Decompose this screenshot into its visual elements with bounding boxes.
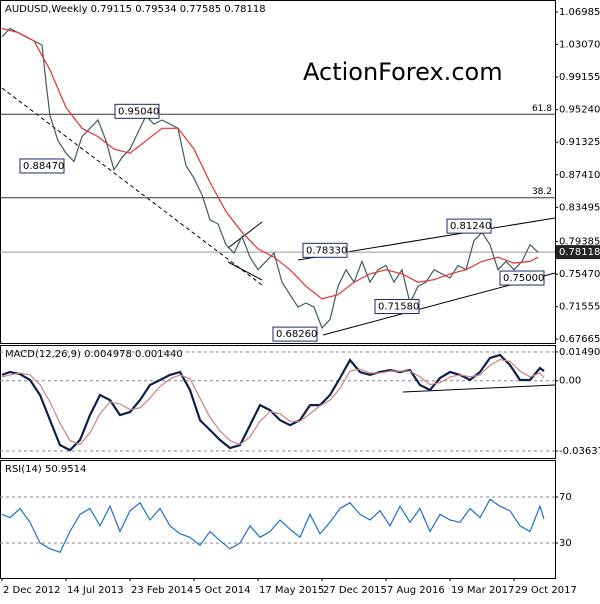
macd-title: MACD(12,26,9) 0.004978 0.001440	[5, 349, 183, 360]
annotation-label: 0.95040	[118, 106, 159, 117]
y-tick-label: 30	[559, 538, 572, 549]
price-title: AUDUSD,Weekly 0.79115 0.79534 0.77585 0.…	[5, 4, 266, 15]
annotation-box	[499, 270, 545, 286]
annotation-box	[272, 326, 318, 342]
annotation-box	[114, 103, 160, 119]
watermark: ActionForex.com	[303, 58, 503, 86]
rsi-panel	[0, 460, 556, 579]
price-panel	[0, 0, 556, 344]
y-tick-label: -0.036374	[559, 446, 600, 457]
annotation-box	[302, 242, 348, 258]
series-line	[1, 498, 545, 553]
x-tick-label: 7 Aug 2016	[387, 585, 445, 596]
rsi-title: RSI(14) 50.9514	[5, 464, 86, 475]
annotation-label: 0.81240	[450, 221, 491, 232]
annotation-label: 0.68260	[276, 329, 317, 340]
y-tick-label: 1.06985	[559, 7, 600, 18]
series-line	[1, 27, 539, 300]
x-tick-label: 2 Dec 2012	[3, 585, 61, 596]
last-price-box	[556, 245, 600, 260]
fib-label: 61.8	[532, 104, 552, 114]
annotation-label: 0.78330	[306, 245, 347, 256]
x-tick-label: 19 Mar 2017	[451, 585, 514, 596]
macd-panel	[0, 345, 556, 459]
annotation-label: 0.88470	[23, 161, 64, 172]
y-tick-label: 0.99155	[559, 72, 600, 83]
y-tick-label: 0.75470	[559, 269, 600, 280]
series-line	[1, 358, 545, 446]
y-tick-label: 0.67665	[559, 334, 600, 345]
x-tick-label: 14 Jul 2013	[67, 585, 124, 596]
annotation-label: 0.75000	[503, 273, 544, 284]
y-tick-label: 0.79385	[559, 237, 600, 248]
fib-label: 38.2	[532, 187, 552, 197]
y-tick-label: 1.03070	[559, 40, 600, 51]
x-tick-label: 27 Dec 2015	[323, 585, 387, 596]
y-tick-label: 0.71555	[559, 302, 600, 313]
y-tick-label: 0.00	[559, 376, 581, 387]
y-tick-label: 0.95240	[559, 105, 600, 116]
y-tick-label: 0.91325	[559, 137, 600, 148]
x-tick-label: 29 Oct 2017	[515, 585, 577, 596]
series-line	[1, 27, 539, 329]
annotation-label: 0.71580	[378, 301, 419, 312]
last-price-label: 0.78118	[559, 247, 600, 258]
series-line	[1, 353, 545, 452]
y-tick-label: 0.014902	[559, 347, 600, 358]
annotation-box	[446, 218, 492, 234]
y-tick-label: 0.83495	[559, 202, 600, 213]
y-tick-label: 70	[559, 492, 572, 503]
annotation-box	[19, 158, 65, 174]
annotation-box	[374, 298, 420, 314]
x-tick-label: 23 Feb 2014	[131, 585, 193, 596]
x-tick-label: 17 May 2015	[259, 585, 324, 596]
x-tick-label: 5 Oct 2014	[195, 585, 250, 596]
y-tick-label: 0.87410	[559, 170, 600, 181]
